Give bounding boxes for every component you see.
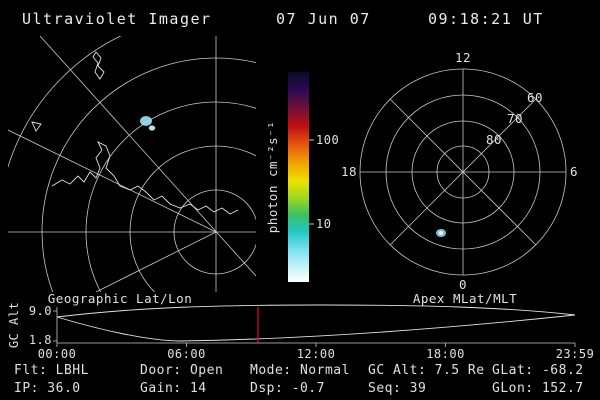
colorbar-gradient — [288, 72, 309, 282]
geo-graticule — [8, 36, 256, 292]
apex-panel-caption: Apex MLat/MLT — [413, 291, 517, 306]
status-door: Door: Open — [140, 363, 223, 378]
status-glat: GLat: -68.2 — [492, 363, 584, 378]
mlat-label-80: 80 — [486, 132, 502, 147]
mlt-label-18: 18 — [341, 164, 357, 179]
xtick-1800: 18:00 — [426, 347, 465, 361]
status-dsp: Dsp: -0.7 — [250, 381, 325, 396]
geo-map-panel — [8, 36, 256, 292]
mlt-label-0: 0 — [459, 277, 467, 292]
altitude-plot: GC Alt 9.0 1.8 00:00 06:00 12:00 18:00 2… — [7, 302, 594, 361]
status-gain: Gain: 14 — [140, 381, 207, 396]
apex-dial-grid — [359, 68, 567, 276]
status-readouts: Flt: LBHL Door: Open Mode: Normal GC Alt… — [14, 363, 584, 396]
status-seq: Seq: 39 — [368, 381, 426, 396]
colorbar: 100 10 photon cm⁻²s⁻¹ — [265, 72, 339, 282]
geo-aurora-spot — [140, 116, 156, 131]
app-title: Ultraviolet Imager — [22, 10, 212, 28]
status-flt: Flt: LBHL — [14, 363, 89, 378]
colorbar-tick-10: 10 — [316, 217, 331, 231]
antarctic-coastline — [31, 51, 239, 215]
status-ip: IP: 36.0 — [14, 381, 81, 396]
xtick-0600: 06:00 — [167, 347, 206, 361]
mlat-label-60: 60 — [527, 90, 543, 105]
apex-dial-panel: 12 18 6 0 60 70 80 — [341, 50, 578, 292]
mlt-label-12: 12 — [455, 50, 471, 65]
status-gcalt: GC Alt: 7.5 Re — [368, 363, 485, 378]
status-mode: Mode: Normal — [250, 363, 350, 378]
header-time: 09:18:21 UT — [428, 10, 544, 28]
ytick-9: 9.0 — [29, 304, 52, 318]
apex-aurora-spot — [436, 229, 446, 237]
colorbar-tick-100: 100 — [316, 133, 339, 147]
status-glon: GLon: 152.7 — [492, 381, 584, 396]
ytick-1-8: 1.8 — [29, 333, 52, 347]
orbit-altitude-envelope — [56, 304, 576, 342]
mlt-label-6: 6 — [570, 164, 578, 179]
xtick-2359: 23:59 — [556, 347, 595, 361]
altitude-ylabel: GC Alt — [7, 302, 21, 348]
mlat-label-70: 70 — [507, 111, 523, 126]
geo-panel-caption: Geographic Lat/Lon — [48, 291, 192, 306]
header-date: 07 Jun 07 — [276, 10, 371, 28]
xtick-0000: 00:00 — [38, 347, 77, 361]
colorbar-units-label: photon cm⁻²s⁻¹ — [265, 121, 280, 233]
xtick-1200: 12:00 — [297, 347, 336, 361]
altitude-axes — [53, 307, 576, 347]
